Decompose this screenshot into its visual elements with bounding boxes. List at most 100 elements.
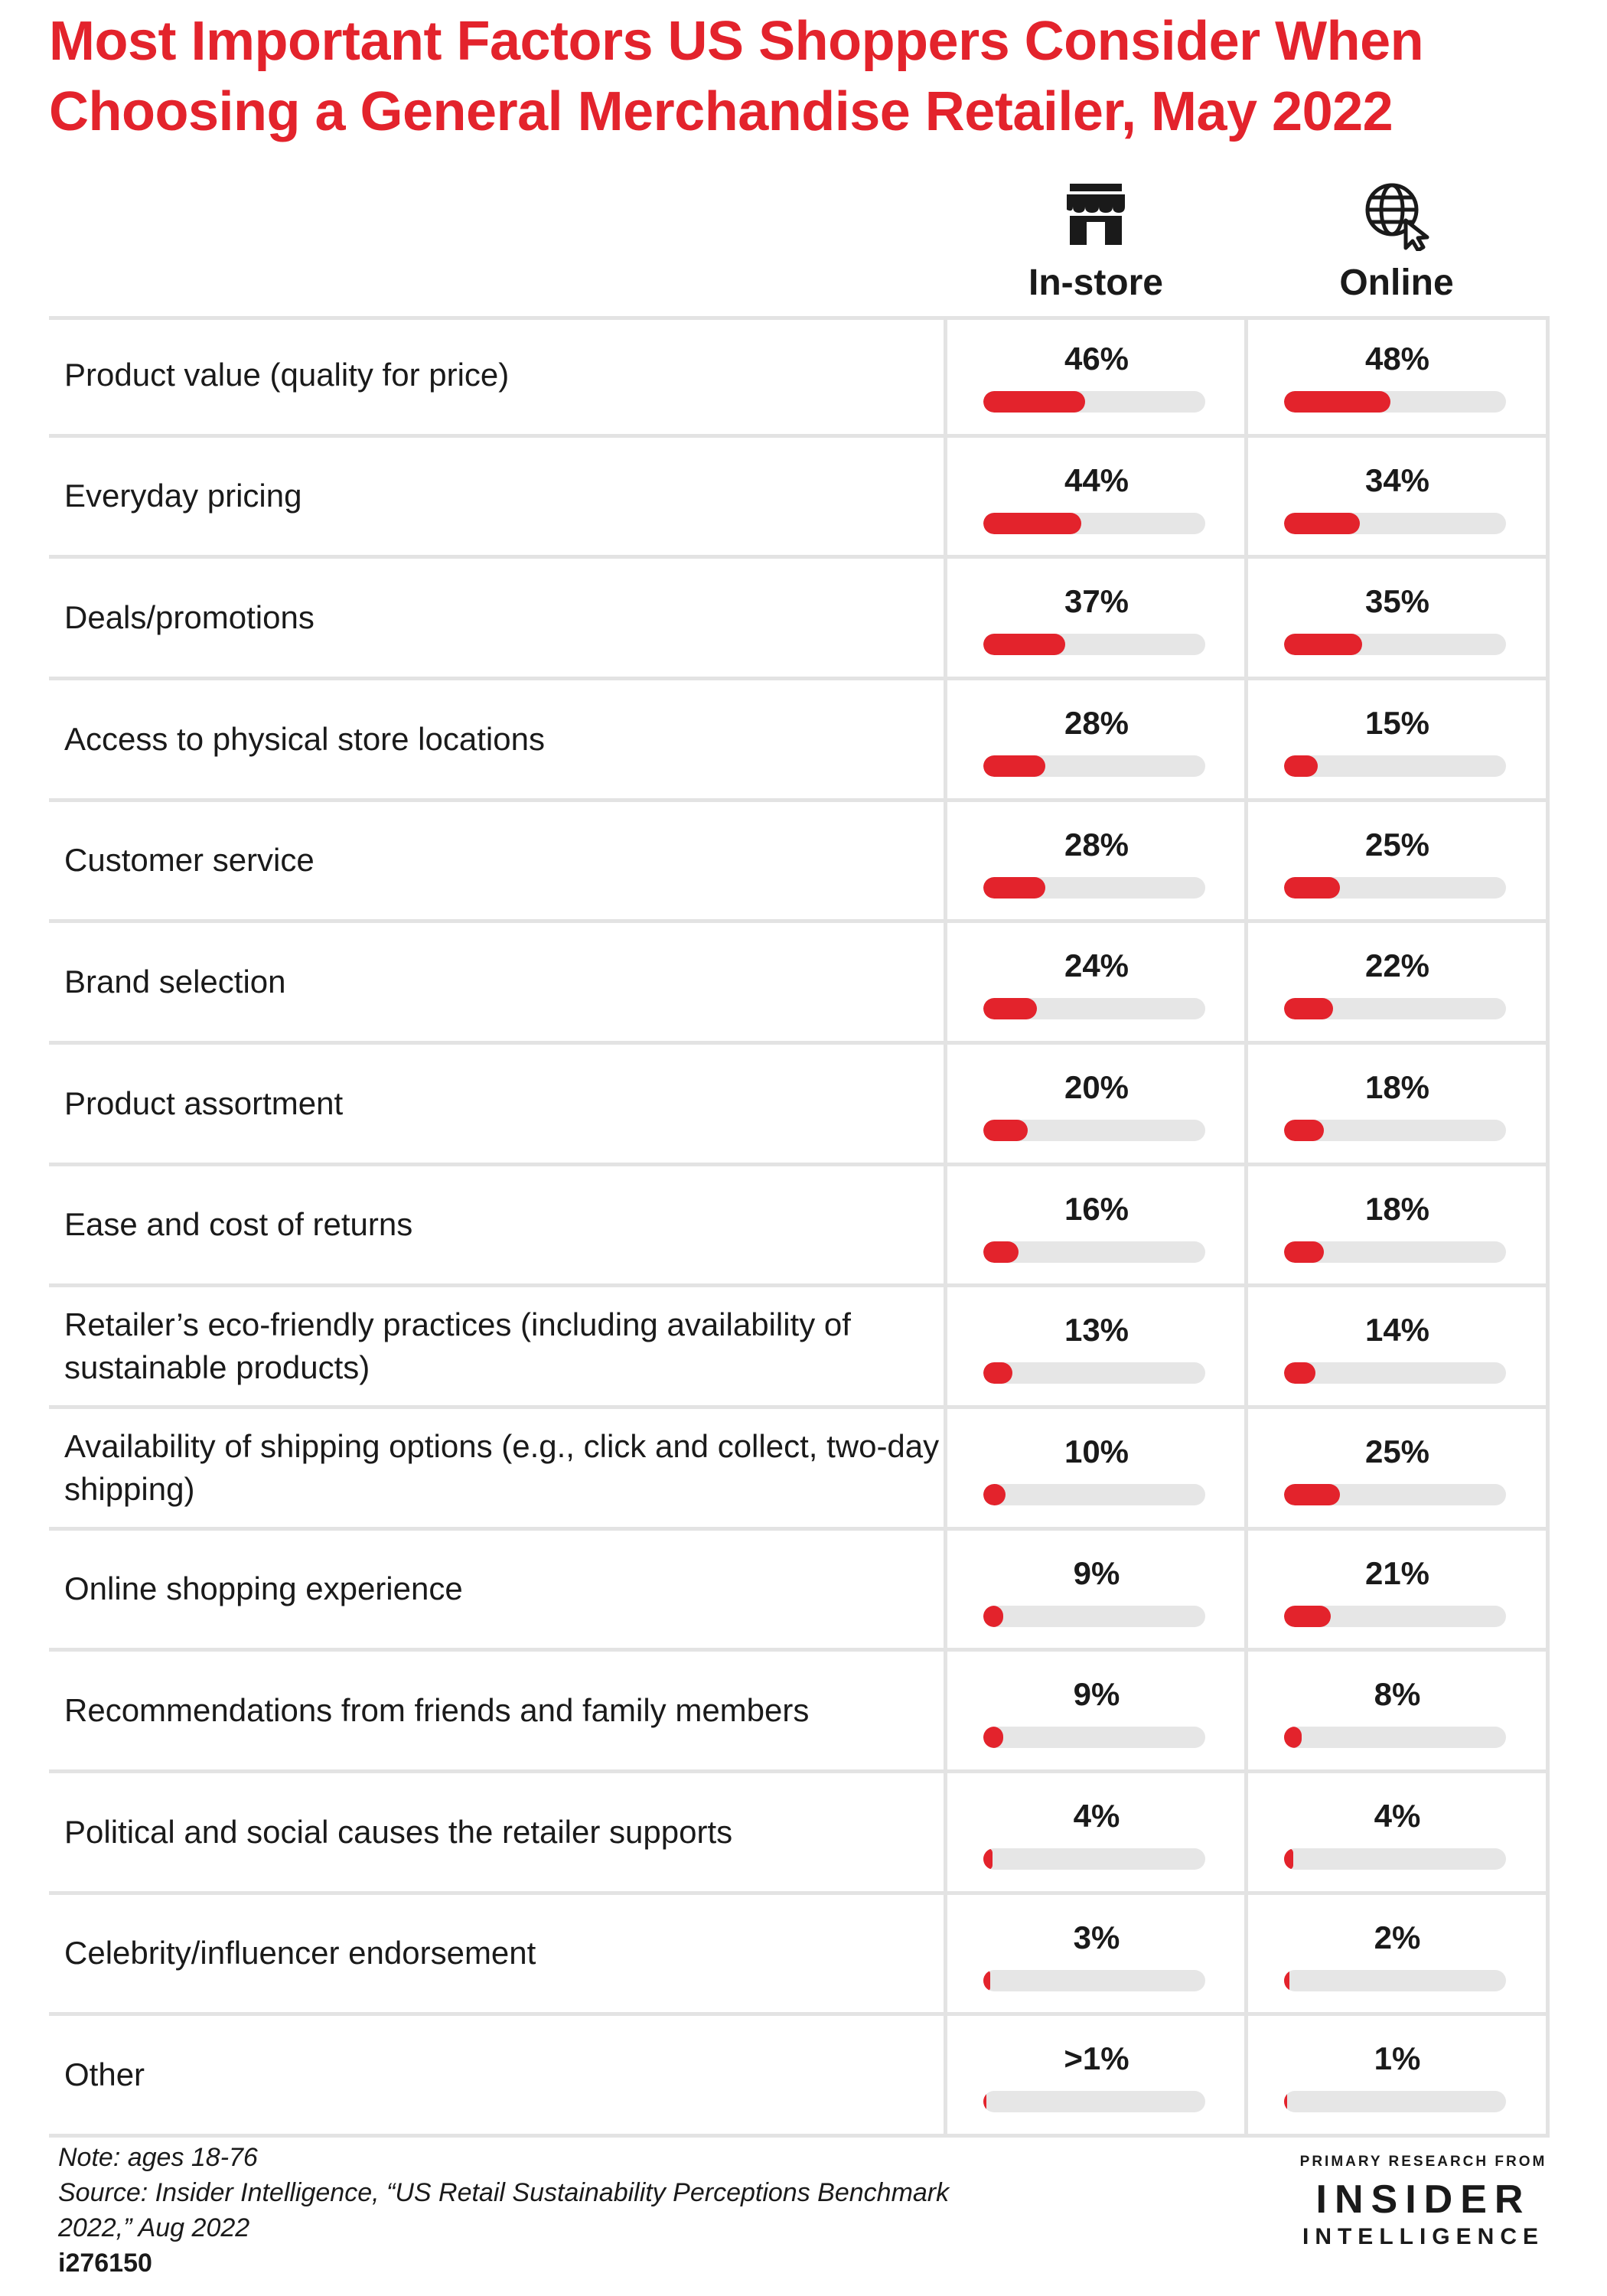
instore-cell: 28% bbox=[947, 680, 1246, 798]
instore-cell: 16% bbox=[947, 1166, 1246, 1284]
instore-cell: 9% bbox=[947, 1652, 1246, 1769]
brand-tagline: PRIMARY RESEARCH FROM bbox=[1299, 2154, 1547, 2170]
instore-bar bbox=[983, 634, 1066, 656]
instore-value-label: 24% bbox=[1064, 947, 1129, 984]
online-cell: 1% bbox=[1248, 2016, 1547, 2134]
online-bar-track bbox=[1284, 1605, 1506, 1627]
instore-bar-track bbox=[983, 1605, 1205, 1627]
table-row: Everyday pricing 44% 34% bbox=[49, 438, 1550, 559]
table-row: Ease and cost of returns 16% 18% bbox=[49, 1166, 1550, 1288]
factor-label: Deals/promotions bbox=[64, 599, 315, 636]
online-cell: 34% bbox=[1248, 438, 1547, 556]
instore-bar bbox=[983, 876, 1046, 899]
online-bar-track bbox=[1284, 634, 1506, 656]
online-cell: 15% bbox=[1248, 680, 1547, 798]
instore-value-label: 37% bbox=[1064, 583, 1129, 620]
instore-bar-track bbox=[983, 755, 1205, 777]
instore-cell: 44% bbox=[947, 438, 1246, 556]
online-value-label: 4% bbox=[1374, 1798, 1421, 1834]
online-bar bbox=[1284, 755, 1318, 777]
online-bar-track bbox=[1284, 1848, 1506, 1870]
factor-label: Customer service bbox=[64, 842, 315, 879]
factor-label: Celebrity/influencer endorsement bbox=[64, 1935, 536, 1971]
instore-value-label: 4% bbox=[1073, 1798, 1120, 1834]
instore-bar-track bbox=[983, 634, 1205, 656]
instore-bar bbox=[983, 1605, 1004, 1627]
online-bar-track bbox=[1284, 391, 1506, 413]
online-value-label: 18% bbox=[1364, 1069, 1430, 1105]
divider-online bbox=[1244, 316, 1248, 2138]
instore-bar bbox=[983, 1241, 1019, 1263]
factor-label: Product assortment bbox=[64, 1084, 344, 1121]
online-value-label: 35% bbox=[1364, 583, 1430, 620]
brand-name-top: INSIDER bbox=[1315, 2177, 1531, 2222]
brand-logo: PRIMARY RESEARCH FROM INSIDER INTELLIGEN… bbox=[1293, 2154, 1553, 2250]
storefront-icon bbox=[1067, 184, 1125, 245]
factor-label: Other bbox=[64, 2056, 145, 2093]
instore-value-label: 28% bbox=[1064, 826, 1129, 863]
online-cell: 22% bbox=[1248, 923, 1547, 1041]
factor-label: Everyday pricing bbox=[64, 478, 302, 514]
instore-cell: 37% bbox=[947, 559, 1246, 677]
online-bar-track bbox=[1284, 2091, 1506, 2113]
instore-cell: 20% bbox=[947, 1045, 1246, 1163]
online-bar bbox=[1284, 1241, 1325, 1263]
instore-cell: 24% bbox=[947, 923, 1246, 1041]
table-row: Retailer’s eco-friendly practices (inclu… bbox=[49, 1287, 1550, 1409]
factor-label: Product value (quality for price) bbox=[64, 356, 510, 393]
table-row: Brand selection 24% 22% bbox=[49, 923, 1550, 1045]
instore-cell: 9% bbox=[947, 1531, 1246, 1649]
instore-bar-track bbox=[983, 1727, 1205, 1749]
factor-table: Product value (quality for price) 46% 48% E… bbox=[49, 316, 1550, 2138]
online-value-label: 22% bbox=[1364, 947, 1430, 984]
online-value-label: 8% bbox=[1374, 1676, 1421, 1713]
instore-cell: >1% bbox=[947, 2016, 1246, 2134]
instore-bar bbox=[983, 1362, 1012, 1384]
online-bar-track bbox=[1284, 512, 1506, 534]
online-value-label: 1% bbox=[1374, 2040, 1421, 2077]
globe-cursor-icon bbox=[1365, 183, 1429, 251]
column-header-instore: In-store bbox=[947, 178, 1245, 304]
online-bar-track bbox=[1284, 1120, 1506, 1141]
table-frame bbox=[49, 316, 1550, 2138]
online-bar-track bbox=[1284, 755, 1506, 777]
online-value-label: 25% bbox=[1364, 1433, 1430, 1469]
online-bar-track bbox=[1284, 1241, 1506, 1263]
online-value-label: 25% bbox=[1364, 826, 1430, 863]
factor-label: Ease and cost of returns bbox=[64, 1206, 413, 1243]
online-value-label: 48% bbox=[1364, 341, 1430, 377]
footnotes: Note: ages 18-76 Source: Insider Intelli… bbox=[58, 2140, 1129, 2281]
instore-bar-track bbox=[983, 391, 1205, 413]
table-row: Availability of shipping options (e.g., … bbox=[49, 1409, 1550, 1531]
online-bar bbox=[1284, 1605, 1331, 1627]
factor-label: Brand selection bbox=[64, 964, 286, 1000]
online-value-label: 14% bbox=[1364, 1312, 1430, 1349]
instore-value-label: >1% bbox=[1064, 2040, 1129, 2077]
note-text: Note: ages 18-76 bbox=[58, 2143, 258, 2172]
instore-cell: 4% bbox=[947, 1773, 1246, 1891]
online-value-label: 15% bbox=[1364, 705, 1430, 741]
instore-bar-track bbox=[983, 1362, 1205, 1384]
instore-cell: 46% bbox=[947, 316, 1246, 434]
instore-value-label: 13% bbox=[1064, 1312, 1129, 1349]
factor-label: Availability of shipping options (e.g., … bbox=[64, 1427, 940, 1507]
online-cell: 21% bbox=[1248, 1531, 1547, 1649]
instore-value-label: 28% bbox=[1064, 705, 1129, 741]
online-bar bbox=[1284, 2091, 1287, 2113]
instore-bar-track bbox=[983, 512, 1205, 534]
factor-label: Online shopping experience bbox=[64, 1570, 463, 1607]
instore-bar bbox=[983, 2091, 986, 2113]
online-value-label: 18% bbox=[1364, 1190, 1430, 1227]
online-cell: 14% bbox=[1248, 1287, 1547, 1405]
online-bar-track bbox=[1284, 1969, 1506, 1991]
instore-bar bbox=[983, 1969, 990, 1991]
online-bar bbox=[1284, 391, 1391, 413]
online-bar-track bbox=[1284, 1727, 1506, 1749]
table-row: Political and social causes the retailer… bbox=[49, 1773, 1550, 1895]
instore-bar bbox=[983, 755, 1046, 777]
instore-value-label: 9% bbox=[1073, 1554, 1120, 1591]
instore-bar bbox=[983, 1727, 1004, 1749]
online-bar bbox=[1284, 512, 1360, 534]
instore-value-label: 46% bbox=[1064, 341, 1129, 377]
instore-bar bbox=[983, 1120, 1028, 1141]
